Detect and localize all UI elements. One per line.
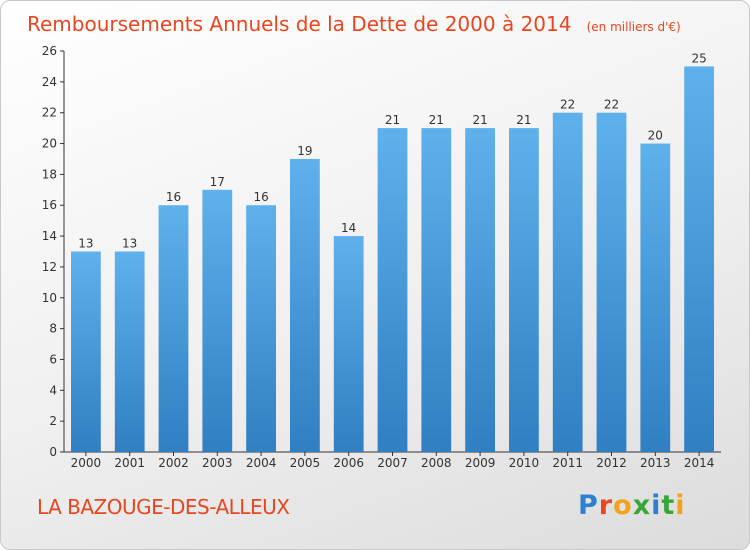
x-tick-label: 2012 xyxy=(596,456,627,470)
bar xyxy=(684,66,714,452)
chart-title: Remboursements Annuels de la Dette de 20… xyxy=(27,12,571,36)
x-tick-label: 2008 xyxy=(421,456,452,470)
chart-title-text: Remboursements Annuels de la Dette de 20… xyxy=(27,12,681,36)
y-tick-label: 2 xyxy=(49,414,57,428)
y-tick-label: 6 xyxy=(49,352,57,366)
bar-value-label: 13 xyxy=(122,237,137,251)
y-tick-label: 20 xyxy=(42,137,57,151)
logo-letter: r xyxy=(598,490,614,521)
x-tick-label: 2003 xyxy=(202,456,233,470)
x-tick-label: 2011 xyxy=(552,456,583,470)
y-tick-label: 4 xyxy=(49,383,57,397)
bar xyxy=(552,112,583,452)
y-tick-label: 24 xyxy=(42,75,57,89)
x-tick-label: 2014 xyxy=(684,456,715,470)
bar-value-label: 20 xyxy=(648,129,663,143)
bar-value-label: 25 xyxy=(691,51,706,65)
y-tick-label: 16 xyxy=(42,198,57,212)
commune-name: LA BAZOUGE-DES-ALLEUX xyxy=(37,495,290,519)
bar xyxy=(421,128,452,452)
x-tick-label: 2004 xyxy=(246,456,277,470)
x-tick-label: 2010 xyxy=(509,456,540,470)
bar xyxy=(158,205,189,452)
logo-letter: i xyxy=(675,490,686,521)
bar-value-label: 21 xyxy=(385,113,400,127)
bar xyxy=(509,128,539,452)
bar-value-label: 22 xyxy=(604,98,619,112)
bar-value-label: 22 xyxy=(560,98,575,112)
logo-letter: o xyxy=(613,490,633,521)
logo-letter: i xyxy=(651,490,662,521)
x-tick-label: 2013 xyxy=(640,456,671,470)
x-tick-label: 2002 xyxy=(158,456,189,470)
bar xyxy=(114,251,145,452)
y-tick-label: 10 xyxy=(42,291,57,305)
y-tick-label: 12 xyxy=(42,260,57,274)
bar-value-label: 21 xyxy=(516,113,531,127)
x-tick-label: 2005 xyxy=(290,456,321,470)
y-tick-label: 14 xyxy=(42,229,57,243)
y-tick-label: 18 xyxy=(42,167,57,181)
bar-value-label: 21 xyxy=(429,113,444,127)
bar-value-label: 16 xyxy=(166,190,181,204)
logo-letter: t xyxy=(661,490,676,521)
bar xyxy=(290,158,320,452)
y-tick-label: 22 xyxy=(42,106,57,120)
bar-value-label: 16 xyxy=(253,190,268,204)
x-tick-label: 2000 xyxy=(71,456,102,470)
bar xyxy=(246,205,276,452)
bar xyxy=(465,128,495,452)
bar-value-label: 14 xyxy=(341,221,356,235)
bar-value-label: 19 xyxy=(297,144,312,158)
x-tick-label: 2006 xyxy=(333,456,364,470)
logo-letter: x xyxy=(632,490,652,521)
y-tick-label: 26 xyxy=(42,44,57,58)
bar-value-label: 17 xyxy=(210,175,225,189)
bar xyxy=(71,251,101,452)
x-tick-label: 2009 xyxy=(465,456,496,470)
y-tick-label: 0 xyxy=(49,445,57,459)
bar xyxy=(640,143,671,453)
bars: 13 13 16 17 16 19 14 21 21 21 21 22 22 20 25 xyxy=(71,51,714,453)
x-tick-label: 2007 xyxy=(377,456,408,470)
bar xyxy=(333,236,364,452)
logo-letter: P xyxy=(578,490,599,521)
bar-value-label: 21 xyxy=(472,113,487,127)
proxiti-logo[interactable]: Proxiti xyxy=(578,490,686,521)
bar xyxy=(596,112,627,452)
chart-unit-note: (en milliers d'€) xyxy=(587,20,681,34)
x-tick-label: 2001 xyxy=(114,456,145,470)
bar-value-label: 13 xyxy=(78,237,93,251)
bar xyxy=(377,128,408,452)
bar xyxy=(202,189,233,453)
y-tick-label: 8 xyxy=(49,322,57,336)
